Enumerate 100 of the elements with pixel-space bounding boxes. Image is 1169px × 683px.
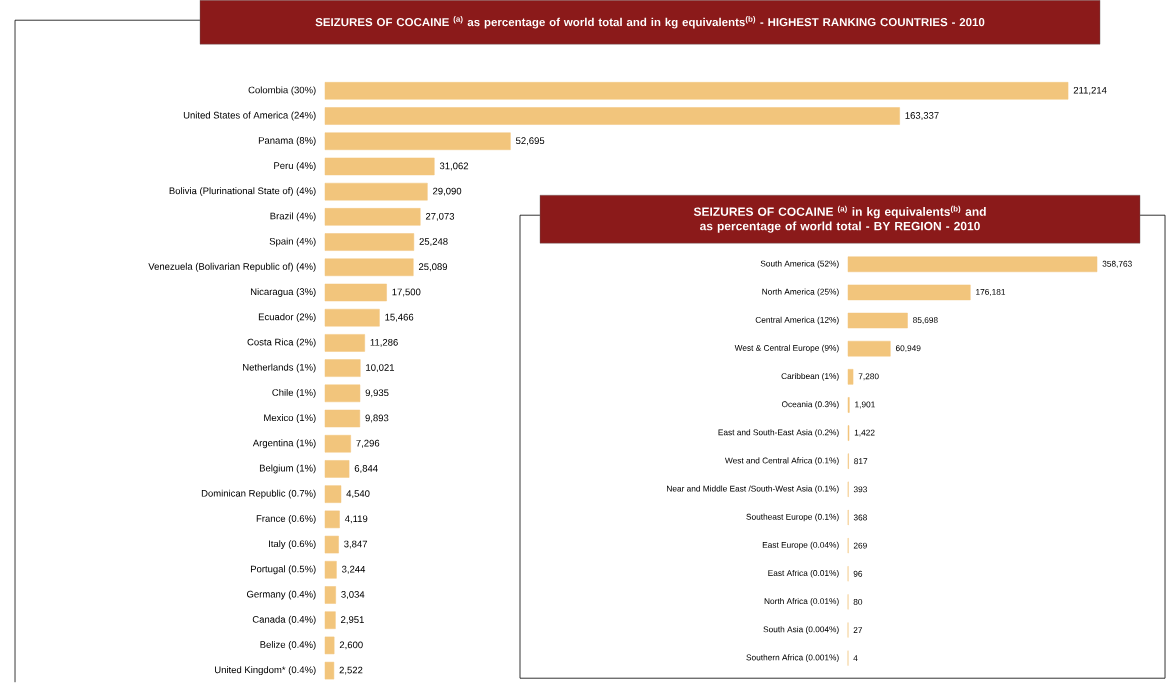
y-tick-label: North America (25%) — [762, 288, 839, 297]
y-tick-label: Netherlands (1%) — [243, 363, 316, 373]
bar — [324, 535, 339, 554]
y-tick-label: Caribbean (1%) — [781, 372, 839, 381]
bar — [847, 256, 1098, 272]
data-label: 52,695 — [515, 137, 545, 146]
chart-title: SEIZURES OF COCAINE $^{(a)}$ as percentage of world total and in kg equivalents$^{(b)}$ - HIGHEST RANKING COUNTRIES - 2010 — [315, 15, 985, 29]
data-label: 4 — [853, 655, 858, 661]
data-label: 9,893 — [365, 414, 389, 423]
y-tick-label: Belize (0.4%) — [260, 640, 316, 650]
y-tick-label: Italy (0.6%) — [269, 540, 316, 549]
bar — [324, 510, 340, 529]
bar — [324, 107, 900, 125]
bar — [847, 312, 908, 329]
y-tick-label: Southern Africa (0.001%) — [746, 654, 839, 662]
y-tick-label: Bolivia (Plurinational State of) (4%) — [169, 187, 316, 196]
bar — [324, 283, 387, 302]
data-label: 7,280 — [858, 373, 879, 381]
y-tick-label: South Asia (0.004%) — [763, 626, 839, 634]
y-tick-label: Peru (4%) — [274, 161, 316, 171]
data-label: 17,500 — [392, 288, 421, 297]
data-label: 269 — [853, 542, 867, 549]
data-label: 31,062 — [439, 162, 469, 171]
data-label: 1,901 — [855, 401, 875, 409]
data-label: 211,214 — [1073, 86, 1107, 95]
y-tick-label: Nicaragua (3%) — [250, 287, 316, 297]
data-label: 27,073 — [425, 212, 455, 221]
data-label: 10,021 — [366, 364, 395, 372]
y-tick-label: United Kingdom* (0.4%) — [215, 666, 316, 675]
data-label: 368 — [853, 514, 867, 521]
bar — [324, 560, 337, 579]
data-label: 25,248 — [419, 238, 448, 246]
y-tick-label: United States of America (24%) — [183, 111, 316, 121]
bar — [324, 434, 351, 453]
data-label: 11,286 — [370, 338, 398, 347]
bar — [324, 611, 336, 629]
data-label: 60,949 — [895, 345, 921, 353]
data-label: 3,244 — [341, 565, 366, 574]
y-tick-label: East and South-East Asia (0.2%) — [718, 429, 839, 437]
bar — [324, 409, 361, 428]
y-tick-label: Spain (4%) — [269, 237, 316, 247]
bar — [324, 132, 511, 150]
bar — [324, 81, 1069, 100]
bar — [324, 586, 336, 604]
data-label: 7,296 — [356, 439, 380, 448]
y-tick-label: Southeast Europe (0.1%) — [746, 513, 839, 522]
bar — [324, 661, 335, 680]
y-tick-label: South America (52%) — [760, 260, 839, 269]
y-tick-label: Costa Rica (2%) — [247, 338, 316, 348]
y-tick-label: Dominican Republic (0.7%) — [201, 489, 316, 499]
y-tick-label: Central America (12%) — [755, 316, 839, 325]
bar — [324, 636, 335, 655]
y-tick-label: Colombia (30%) — [248, 86, 316, 96]
data-label: 817 — [854, 458, 868, 465]
data-label: 3,847 — [344, 540, 368, 549]
bar — [847, 340, 891, 357]
y-tick-label: Portugal (0.5%) — [250, 565, 316, 575]
y-tick-label: France (0.6%) — [256, 514, 316, 524]
bar — [324, 384, 361, 402]
y-tick-label: Mexico (1%) — [264, 414, 316, 423]
data-label: 2,600 — [339, 641, 363, 650]
y-tick-label: West and Central Africa (0.1%) — [724, 457, 839, 465]
y-tick-label: Germany (0.4%) — [246, 590, 316, 600]
data-label: 358,763 — [1102, 260, 1132, 268]
y-tick-label: Canada (0.4%) — [252, 615, 316, 625]
data-label: 1,422 — [854, 429, 875, 437]
y-tick-label: Argentina (1%) — [252, 439, 316, 449]
y-tick-label: Ecuador (2%) — [258, 313, 316, 323]
y-tick-label: Oceania (0.3%) — [781, 401, 839, 409]
y-tick-label: Belgium (1%) — [259, 464, 316, 474]
data-label: 85,698 — [913, 317, 938, 324]
bar — [847, 368, 854, 385]
bar — [324, 334, 365, 352]
data-label: 4,540 — [346, 490, 370, 498]
data-label: 176,181 — [976, 288, 1006, 296]
y-tick-label: East Europe (0.04%) — [762, 541, 839, 550]
bar — [324, 460, 350, 478]
data-label: 4,119 — [344, 515, 368, 524]
data-label: 2,951 — [341, 616, 364, 625]
bar — [324, 233, 415, 251]
y-tick-label: Near and Middle East /South-West Asia (0.1%) — [667, 485, 839, 494]
data-label: 27 — [853, 627, 863, 633]
data-label: 393 — [853, 486, 867, 493]
bar — [324, 258, 414, 276]
y-tick-label: North Africa (0.01%) — [764, 597, 839, 606]
data-label: 2,522 — [339, 666, 363, 675]
data-label: 80 — [853, 598, 863, 605]
y-tick-label: Venezuela (Bolivarian Republic of) (4%) — [148, 262, 316, 272]
data-label: 9,935 — [365, 389, 389, 398]
data-label: 163,337 — [905, 112, 939, 120]
bar — [847, 284, 971, 301]
data-label: 6,844 — [354, 464, 378, 473]
data-label: 29,090 — [433, 187, 462, 196]
y-tick-label: Panama (8%) — [258, 136, 316, 146]
data-label: 25,089 — [418, 263, 448, 272]
y-tick-label: Chile (1%) — [272, 388, 316, 398]
chart-title: SEIZURES OF COCAINE $^{(a)}$ in kg equivalents$^{(b)}$ and as percentage of world total - BY REGION - 2010 — [693, 205, 986, 233]
bar — [324, 308, 380, 327]
data-label: 96 — [853, 570, 863, 577]
y-tick-label: East Africa (0.01%) — [768, 569, 839, 578]
